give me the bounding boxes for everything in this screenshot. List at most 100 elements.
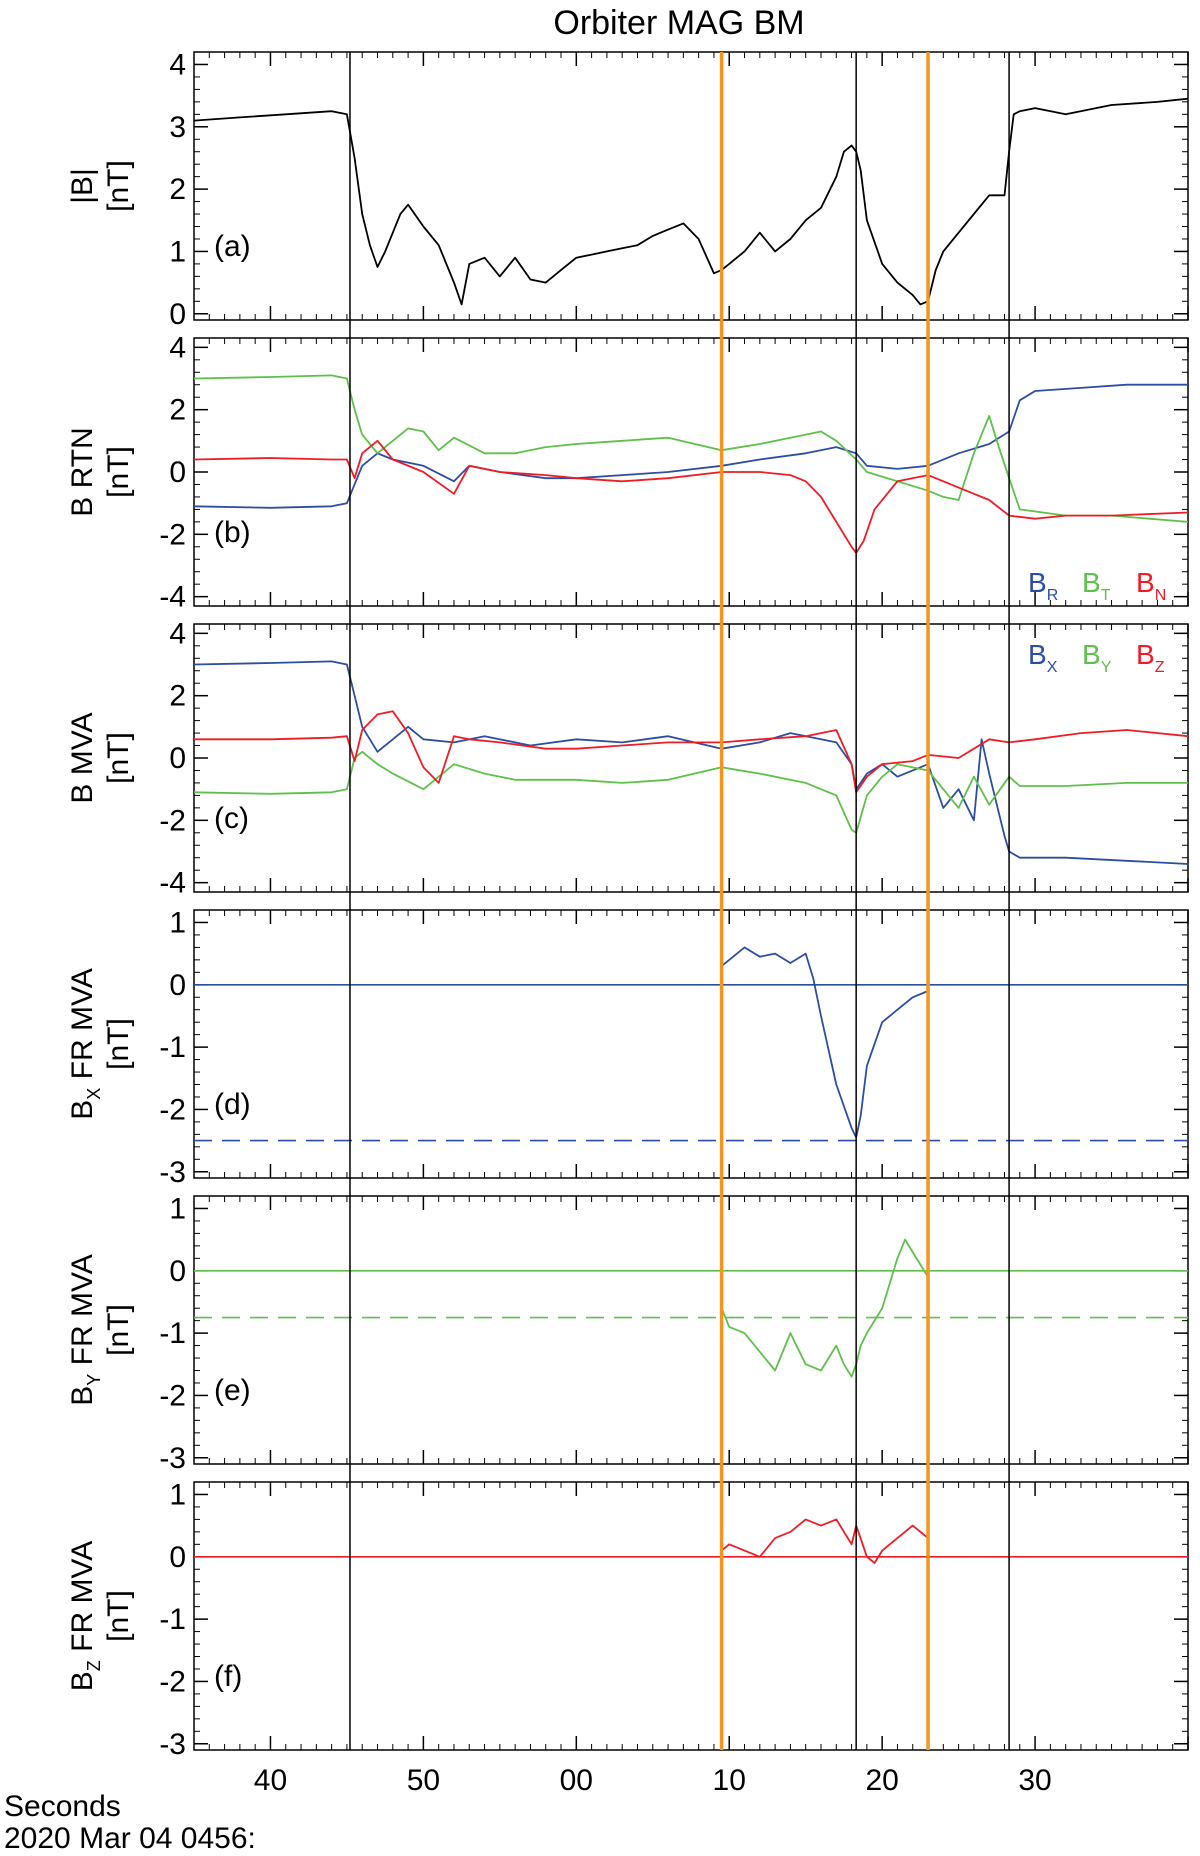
y-axis-unit: [nT] <box>102 1304 135 1356</box>
y-tick-label: -1 <box>159 1317 186 1350</box>
y-tick-label: -1 <box>159 1031 186 1064</box>
y-tick-label: -4 <box>159 867 186 900</box>
legend-sub: Z <box>1155 659 1165 676</box>
y-axis-label: BZ FR MVA <box>66 1541 104 1691</box>
y-tick-label: -2 <box>159 804 186 837</box>
y-tick-label: -1 <box>159 1603 186 1636</box>
y-axis-label-sub: Y <box>84 1374 104 1386</box>
y-axis-label-main: B <box>66 1671 99 1691</box>
y-tick-label: -3 <box>159 1442 186 1475</box>
y-axis-label-sub: Z <box>84 1660 104 1671</box>
y-axis-label-main: B <box>66 1386 99 1406</box>
y-tick-label: -3 <box>159 1728 186 1761</box>
panel-frame <box>193 51 1189 321</box>
y-tick-label: 2 <box>169 394 186 427</box>
panel-e: -3 -2 -1 0 1 (e) BY FR MVA [nT] <box>66 1192 1189 1475</box>
series-line-e-0 <box>720 1238 929 1378</box>
y-axis-label-rest: FR MVA <box>66 1254 99 1373</box>
series-line-c-0 <box>193 660 1189 865</box>
legend-entry-r: BR <box>1028 567 1058 604</box>
y-tick-label: 2 <box>169 680 186 713</box>
x-tick-label: 00 <box>560 1764 593 1797</box>
x-tick-label: 50 <box>407 1764 440 1797</box>
series-line-d-0 <box>721 946 929 1139</box>
y-axis-label: BX FR MVA <box>66 968 104 1119</box>
y-tick-label: 0 <box>169 298 186 331</box>
y-tick-label: 1 <box>169 906 186 939</box>
legend-main: B <box>1136 567 1155 598</box>
y-axis-unit: [nT] <box>102 732 135 784</box>
panel-tag-b: (b) <box>214 516 251 549</box>
y-tick-label: 2 <box>169 173 186 206</box>
panel-d: -3 -2 -1 0 1 (d) BX FR MVA [nT] <box>66 906 1189 1189</box>
legend-main: B <box>1136 639 1155 670</box>
y-tick-label: -2 <box>159 1379 186 1412</box>
y-tick-label: -2 <box>159 1093 186 1126</box>
y-axis-label: BY FR MVA <box>66 1254 104 1405</box>
series-line-b-2 <box>193 439 1189 554</box>
panel-tag-e: (e) <box>214 1374 251 1407</box>
legend-main: B <box>1082 639 1101 670</box>
x-axis-label-seconds: Seconds <box>4 1790 121 1823</box>
legend-main: B <box>1082 567 1101 598</box>
panel-frame <box>193 1481 1189 1751</box>
x-tick-label: 40 <box>254 1764 287 1797</box>
panel-frame <box>193 1195 1189 1465</box>
series-line-c-1 <box>193 750 1188 834</box>
legend-main: B <box>1028 639 1047 670</box>
legend-sub: X <box>1047 659 1058 676</box>
y-tick-label: 4 <box>169 617 186 650</box>
x-tick-label: 30 <box>1018 1764 1051 1797</box>
legend-entry-x: BX <box>1028 639 1058 676</box>
y-axis-label: B RTN <box>66 427 99 516</box>
panel-tag-c: (c) <box>214 802 249 835</box>
y-tick-label: 3 <box>169 111 186 144</box>
y-tick-label: 0 <box>169 1255 186 1288</box>
legend-sub: R <box>1047 587 1059 604</box>
y-tick-label: 0 <box>169 969 186 1002</box>
chart-title: Orbiter MAG BM <box>553 4 804 42</box>
panel-frame <box>193 909 1189 1179</box>
y-axis-label-main: B <box>66 1100 99 1120</box>
y-tick-label: -2 <box>159 1665 186 1698</box>
y-tick-label: 4 <box>169 48 186 81</box>
y-tick-label: 0 <box>169 456 186 489</box>
y-tick-label: -3 <box>159 1156 186 1189</box>
y-axis-label-sub: X <box>84 1088 104 1100</box>
legend-sub: Y <box>1101 659 1112 676</box>
series-line-a-0 <box>193 97 1189 306</box>
y-tick-label: -4 <box>159 581 186 614</box>
legend-entry-z: BZ <box>1136 639 1165 676</box>
legend-entry-y: BY <box>1082 639 1112 676</box>
x-axis-label-date: 2020 Mar 04 0456: <box>4 1822 256 1855</box>
y-axis-unit: [nT] <box>102 160 135 212</box>
y-axis-label: B MVA <box>66 712 99 803</box>
y-axis-unit: [nT] <box>102 1018 135 1070</box>
y-tick-label: 1 <box>169 1478 186 1511</box>
x-axis: 40 50 00 10 20 30 <box>254 1764 1052 1797</box>
y-axis-unit: [nT] <box>102 446 135 498</box>
x-tick-label: 20 <box>865 1764 898 1797</box>
series-line-b-0 <box>193 383 1188 509</box>
y-tick-label: 1 <box>169 235 186 268</box>
y-tick-label: 0 <box>169 1541 186 1574</box>
legend-sub: T <box>1101 587 1111 604</box>
markers-layer <box>349 52 1010 1750</box>
y-axis-label-rest: FR MVA <box>66 968 99 1087</box>
y-axis-label: |B| <box>66 168 99 204</box>
legend-entry-t: BT <box>1082 567 1111 604</box>
legend-entry-n: BN <box>1136 567 1166 604</box>
x-tick-label: 10 <box>713 1764 746 1797</box>
y-tick-label: -2 <box>159 518 186 551</box>
y-axis-unit: [nT] <box>102 1590 135 1642</box>
legend-sub: N <box>1155 587 1167 604</box>
series-line-c-2 <box>194 710 1189 794</box>
y-tick-label: 0 <box>169 742 186 775</box>
panel-a: 0 1 2 3 4 (a) |B| [nT] <box>66 48 1189 331</box>
series-line-b-1 <box>193 374 1189 523</box>
panel-f: -3 -2 -1 0 1 (f) BZ FR MVA [nT] <box>66 1478 1189 1761</box>
y-axis-label-rest: FR MVA <box>66 1541 99 1660</box>
